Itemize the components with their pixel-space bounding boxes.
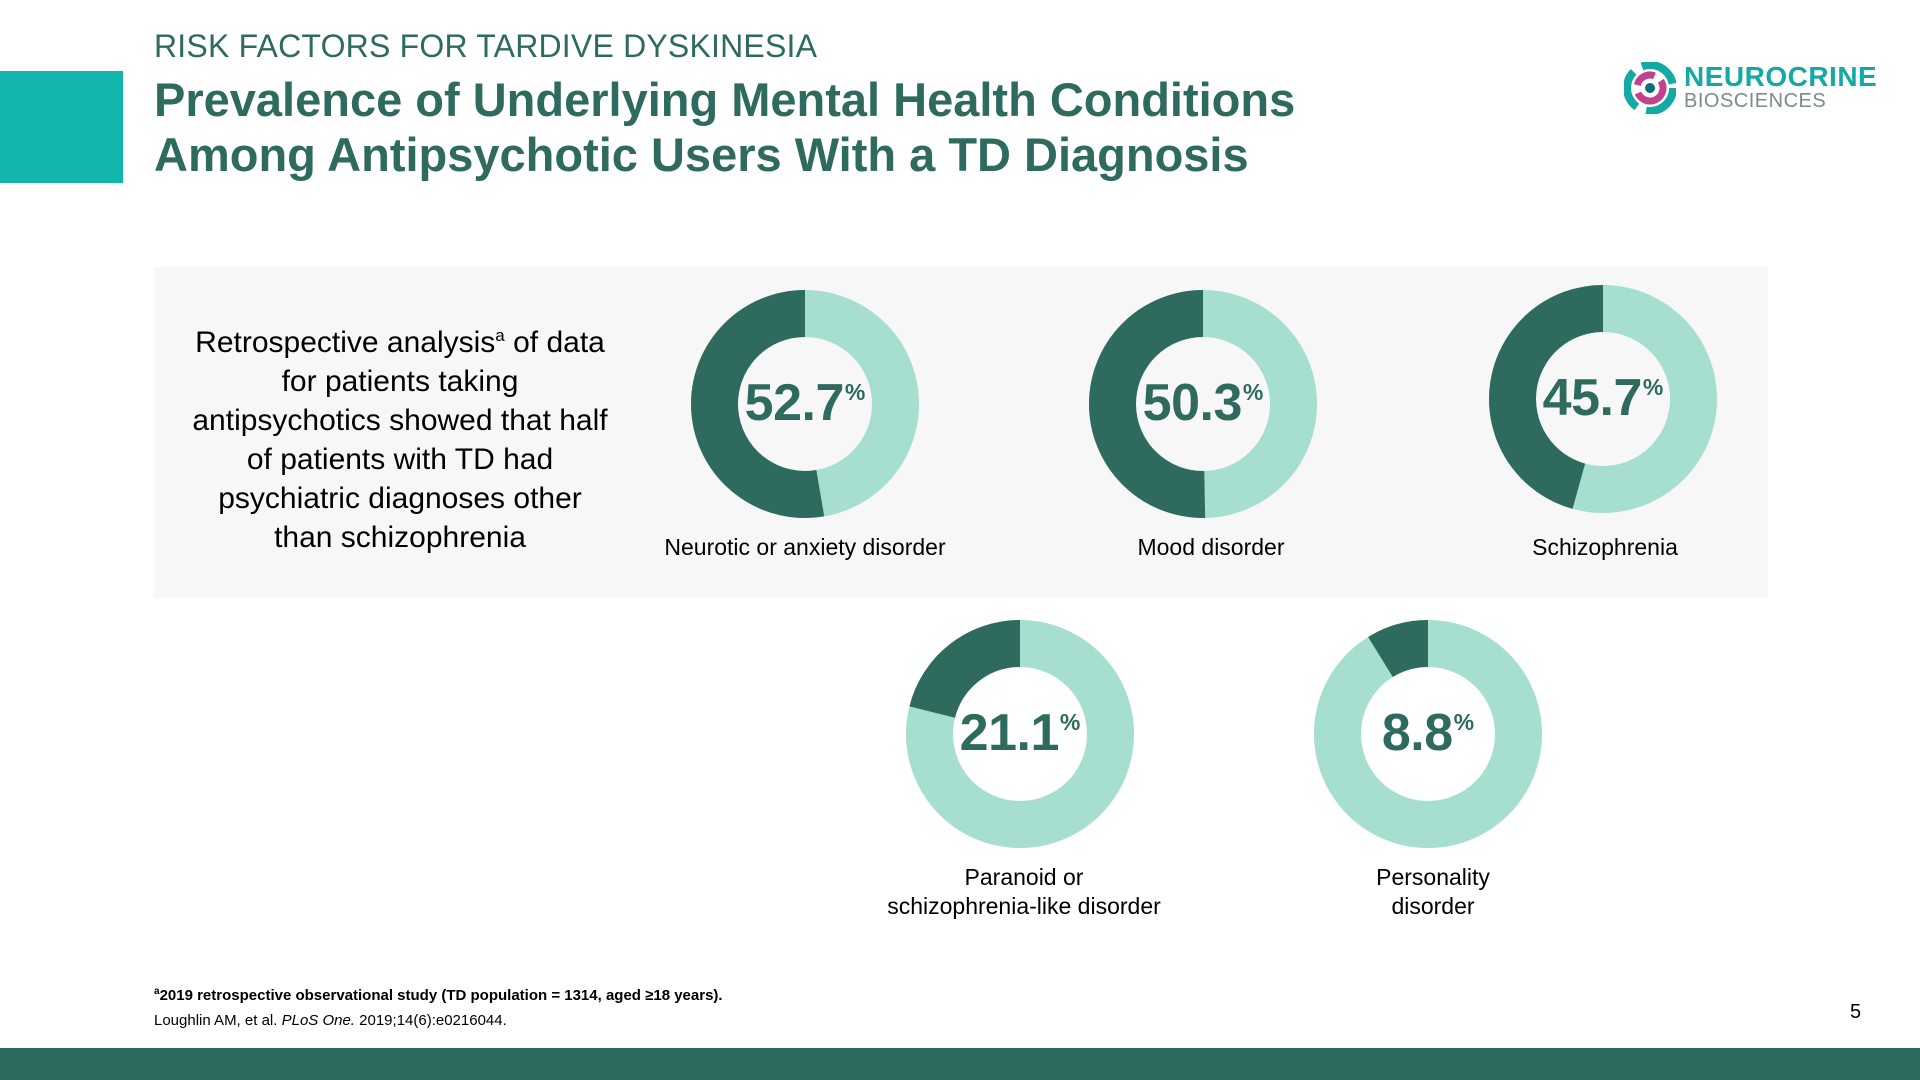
- donut-value-segment: [909, 620, 1021, 719]
- donut-chart-1: 52.7%: [689, 288, 921, 520]
- donut-svg: [906, 620, 1134, 848]
- slide-title: Prevalence of Underlying Mental Health C…: [154, 72, 1295, 182]
- logo-subtitle: BIOSCIENCES: [1684, 90, 1827, 112]
- footnote: a2019 retrospective observational study …: [154, 986, 723, 1004]
- title-line-2: Among Antipsychotic Users With a TD Diag…: [154, 128, 1249, 181]
- donut-category-label: Paranoid or schizophrenia-like disorder: [887, 864, 1161, 919]
- donut-value-label: 50.3%: [1142, 374, 1264, 432]
- donut-chart-3: 45.7%: [1487, 283, 1719, 515]
- company-logo: NEUROCRINE BIOSCIENCES: [1624, 60, 1894, 116]
- donut-value-segment: [1489, 285, 1604, 509]
- footnote-marker: a: [154, 986, 160, 997]
- donut-chart-5: 8.8%: [1312, 618, 1544, 850]
- title-line-1: Prevalence of Underlying Mental Health C…: [154, 73, 1296, 126]
- donut-value-label: 21.1%: [959, 704, 1081, 762]
- donut-chart-2: 50.3%: [1087, 288, 1319, 520]
- donut-chart-4: 21.1%: [904, 618, 1136, 850]
- page-number: 5: [1850, 1001, 1862, 1023]
- donut-value-label: 8.8%: [1381, 704, 1475, 762]
- donut-svg: [691, 290, 919, 518]
- donut-value-label: 52.7%: [744, 374, 866, 432]
- donut-category-label: Neurotic or anxiety disorder: [664, 534, 946, 560]
- donut-category-label: Mood disorder: [1137, 534, 1285, 560]
- citation: Loughlin AM, et al. PLoS One. 2019;14(6)…: [154, 1012, 507, 1029]
- logo-name: NEUROCRINE: [1684, 61, 1878, 92]
- donut-category-label: Personality disorder: [1376, 864, 1490, 919]
- donut-svg: [1489, 285, 1717, 513]
- bottom-bar: [0, 1048, 1920, 1080]
- intro-footnote-marker: a: [495, 326, 505, 345]
- donut-svg: [1314, 620, 1542, 848]
- donut-value-segment: [1089, 290, 1206, 518]
- donut-value-segment: [691, 290, 825, 518]
- donut-category-label: Schizophrenia: [1532, 534, 1678, 560]
- donut-value-segment: [1368, 620, 1429, 678]
- donut-value-label: 45.7%: [1542, 369, 1664, 427]
- intro-text: Retrospective analysisa of data for pati…: [192, 326, 608, 554]
- logo-swirl-icon: [1624, 62, 1676, 114]
- slide-overline: RISK FACTORS FOR TARDIVE DYSKINESIA: [154, 28, 818, 64]
- donut-svg: [1089, 290, 1317, 518]
- citation-journal: PLoS One.: [281, 1012, 355, 1029]
- accent-block: [0, 71, 123, 183]
